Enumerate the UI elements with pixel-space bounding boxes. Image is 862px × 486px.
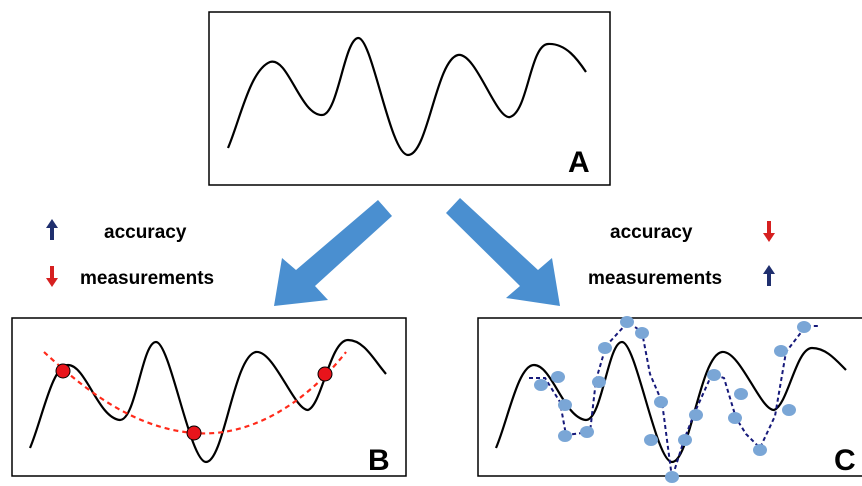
panel-b-frame	[11, 317, 407, 477]
panel-c-sample-point	[734, 388, 748, 400]
panel-c-sample-point	[797, 321, 811, 333]
left-legend: accuracy measurements	[46, 219, 214, 289]
panel-c-sample-point	[728, 412, 742, 424]
panel-c-letter: C	[834, 444, 856, 477]
panel-c-sample-point	[558, 399, 572, 411]
arrow-down-icon	[763, 221, 775, 242]
panel-c-sample-point	[753, 444, 767, 456]
panel-c-sample-point	[592, 376, 606, 388]
panel-c-sample-point	[782, 404, 796, 416]
right-measurements-label: measurements	[588, 268, 722, 289]
panel-c-sample-point	[774, 345, 788, 357]
panel-b-letter: B	[368, 444, 390, 477]
panel-c-sample-point	[635, 327, 649, 339]
panel-b: B	[11, 317, 407, 477]
panel-c-sample-point	[580, 426, 594, 438]
panel-c-frame	[477, 317, 862, 477]
panel-a-letter: A	[568, 146, 590, 179]
panel-c: C	[477, 316, 862, 483]
panel-b-sample-point	[317, 366, 333, 382]
right-accuracy-label: accuracy	[610, 222, 693, 243]
panel-b-sample-point	[186, 425, 202, 441]
arrow-to-panel-b-shape	[274, 200, 392, 306]
panel-c-sample-point	[665, 471, 679, 483]
panel-c-sample-points	[534, 316, 811, 483]
arrow-down-icon	[46, 266, 58, 287]
panel-c-signal-curve	[494, 340, 847, 464]
panel-c-sample-point	[598, 342, 612, 354]
left-measurements-label: measurements	[80, 268, 214, 289]
panel-c-sample-point	[689, 409, 703, 421]
panel-c-sample-point	[558, 430, 572, 442]
arrow-up-icon	[763, 265, 775, 286]
panel-c-sample-point	[620, 316, 634, 328]
panel-b-sample-point	[55, 363, 71, 379]
arrow-to-panel-b	[274, 200, 392, 306]
arrow-up-icon	[46, 219, 58, 240]
panel-a: A	[208, 11, 611, 186]
panel-c-sample-point	[678, 434, 692, 446]
panel-c-sample-point	[644, 434, 658, 446]
panel-c-sample-point	[654, 396, 668, 408]
arrow-to-panel-c	[446, 198, 560, 306]
panel-b-signal-curve	[28, 338, 387, 464]
right-legend: accuracy measurements	[588, 221, 775, 289]
panel-c-sample-point	[551, 371, 565, 383]
panel-c-sample-point	[707, 369, 721, 381]
panel-a-signal-curve	[226, 36, 587, 157]
arrow-to-panel-c-shape	[446, 198, 560, 306]
left-accuracy-label: accuracy	[104, 222, 187, 243]
panel-a-frame	[208, 11, 611, 186]
panel-c-sample-point	[534, 379, 548, 391]
